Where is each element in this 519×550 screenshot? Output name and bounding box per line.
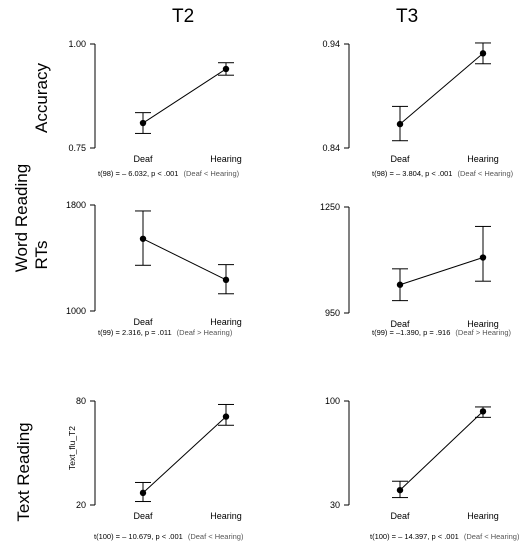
T3-rts-x-tick-label-hearing: Hearing <box>467 319 499 329</box>
T3-text-point-hearing <box>479 408 487 415</box>
T3-accuracy-point-deaf <box>396 120 404 128</box>
T2-accuracy-y-tick-label-top: 1.00 <box>68 39 86 49</box>
T2-accuracy-point-hearing <box>222 65 230 73</box>
T3-rts-series-line <box>399 257 484 286</box>
T2-rts-x-tick-label-deaf: Deaf <box>133 317 153 327</box>
T2-rts-series-line <box>142 238 227 281</box>
T3-rts-x-tick-label-deaf: Deaf <box>390 319 410 329</box>
T3-text-series-line <box>399 411 484 491</box>
T3-rts-annotation: t(99) = –1.390, p = .916 (Deaf > Hearing) <box>372 328 512 337</box>
T3-rts-y-tick-label-top: 1250 <box>320 202 340 212</box>
T3-text-annotation-stat: t(100) = – 14.397, p < .001 <box>370 532 459 541</box>
T2-rts-y-tick-label-bottom: 1000 <box>66 306 86 316</box>
T3-accuracy-annotation-stat: t(98) = – 3.804, p < .001 <box>372 169 452 178</box>
T2-accuracy-y-tick-label-bottom: 0.75 <box>68 143 86 153</box>
T2-accuracy-x-tick-label-deaf: Deaf <box>133 154 153 164</box>
T3-accuracy-x-tick-label-hearing: Hearing <box>467 154 499 164</box>
T2-text-y-tick-label-top: 80 <box>76 396 86 406</box>
T3-text-annotation: t(100) = – 14.397, p < .001 (Deaf < Heari… <box>370 532 519 541</box>
T2-accuracy-series-line <box>142 68 227 124</box>
T2-text-series-line <box>142 416 227 494</box>
T2-accuracy-x-tick-label-hearing: Hearing <box>210 154 242 164</box>
T3-rts-annotation-direction: (Deaf > Hearing) <box>455 328 511 337</box>
T3-accuracy-y-tick-label-bottom: 0.84 <box>322 143 340 153</box>
T3-accuracy-y-tick-label-top: 0.94 <box>322 39 340 49</box>
T2-accuracy-point-deaf <box>139 119 147 127</box>
T2-accuracy-annotation-direction: (Deaf < Hearing) <box>183 169 239 178</box>
column-title-t3: T3 <box>396 6 419 27</box>
T2-rts-point-hearing <box>222 276 230 284</box>
T3-rts-point-deaf <box>396 281 404 288</box>
T3-rts-y-tick-label-bottom: 950 <box>325 308 340 318</box>
T3-rts-annotation-stat: t(99) = –1.390, p = .916 <box>372 328 450 337</box>
T3-accuracy-annotation-direction: (Deaf < Hearing) <box>457 169 513 178</box>
T2-rts-point-deaf <box>139 235 147 242</box>
T2-accuracy-annotation-stat: t(98) = – 6.032, p < .001 <box>98 169 178 178</box>
T2-text-point-deaf <box>139 489 147 497</box>
T2-rts-annotation: t(99) = 2.316, p = .011 (Deaf > Hearing) <box>98 328 233 337</box>
T2-text-y-tick-label-bottom: 20 <box>76 500 86 510</box>
T3-accuracy-x-tick-label-deaf: Deaf <box>390 154 410 164</box>
T2-text-x-tick-label-deaf: Deaf <box>133 511 153 521</box>
T2-rts-x-tick-label-hearing: Hearing <box>210 317 242 327</box>
T2-rts-annotation-direction: (Deaf > Hearing) <box>177 328 233 337</box>
T2-text-annotation: t(100) = – 10.679, p < .001 (Deaf < Heari… <box>94 532 244 541</box>
T3-rts-point-hearing <box>479 254 487 261</box>
T3-text-annotation-direction: (Deaf < Hearing) <box>464 532 519 541</box>
T2-text-y-axis-label: Text_flu_T2 <box>67 426 77 470</box>
T3-accuracy-series-line <box>399 52 484 125</box>
T2-text-annotation-direction: (Deaf < Hearing) <box>188 532 244 541</box>
T3-text-x-tick-label-hearing: Hearing <box>467 511 499 521</box>
T2-text-annotation-stat: t(100) = – 10.679, p < .001 <box>94 532 183 541</box>
T3-text-x-tick-label-deaf: Deaf <box>390 511 410 521</box>
T2-accuracy-annotation: t(98) = – 6.032, p < .001 (Deaf < Hearing… <box>98 169 240 178</box>
T2-text-point-hearing <box>222 413 230 420</box>
T3-text-y-tick-label-bottom: 30 <box>330 500 340 510</box>
T2-rts-annotation-stat: t(99) = 2.316, p = .011 <box>98 328 172 337</box>
T3-accuracy-point-hearing <box>479 50 487 57</box>
T3-text-point-deaf <box>396 486 404 494</box>
T2-text-x-tick-label-hearing: Hearing <box>210 511 242 521</box>
column-title-t2: T2 <box>172 6 195 27</box>
T2-rts-y-tick-label-top: 1800 <box>66 200 86 210</box>
T3-accuracy-annotation: t(98) = – 3.804, p < .001 (Deaf < Hearing… <box>372 169 514 178</box>
T3-text-y-tick-label-top: 100 <box>325 396 340 406</box>
